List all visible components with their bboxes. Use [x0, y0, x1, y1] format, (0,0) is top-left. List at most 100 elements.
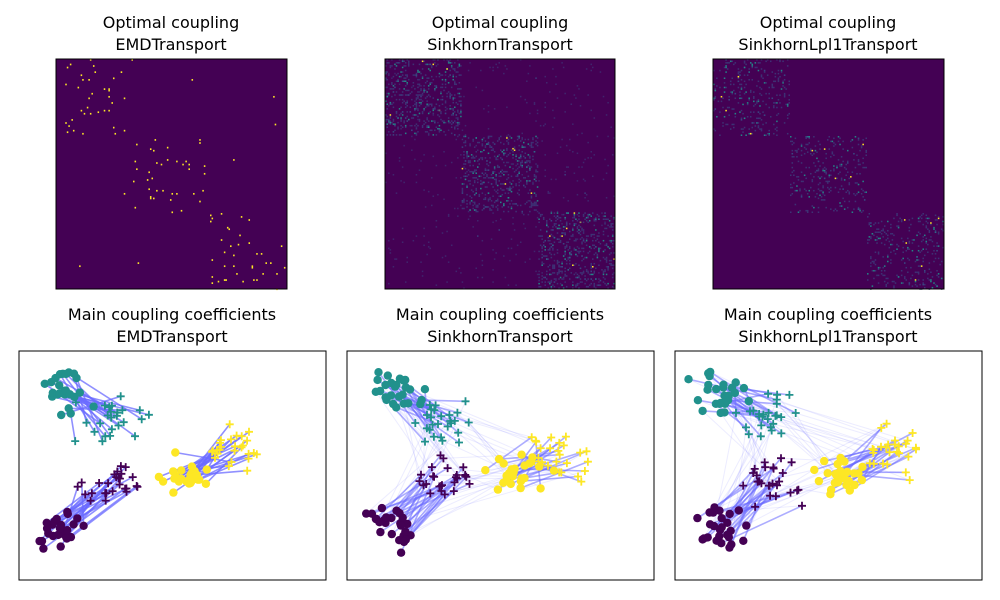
coupling-cell	[934, 283, 937, 286]
coupling-cell	[478, 193, 481, 196]
coupling-cell	[492, 206, 494, 208]
coupling-cell	[440, 74, 442, 76]
coupling-cell	[489, 66, 491, 69]
coupling-cell	[805, 136, 807, 138]
coupling-cell	[458, 134, 461, 136]
coupling-cell	[438, 105, 441, 107]
coupling-cell	[575, 97, 577, 99]
coupling-cell	[584, 266, 586, 268]
coupling-cell	[541, 250, 543, 253]
coupling-cell	[388, 92, 390, 95]
coupling-cell	[434, 120, 436, 122]
source-point	[73, 514, 82, 523]
target-point	[426, 489, 435, 498]
coupling-cell	[797, 211, 800, 213]
target-point	[87, 489, 96, 498]
coupling-cell	[588, 213, 591, 216]
coupling-cell	[510, 247, 513, 250]
coupling-cell	[808, 166, 811, 169]
coupling-cell	[823, 171, 826, 173]
coupling-cell	[590, 247, 592, 250]
coupling-cell	[484, 169, 487, 171]
coupling-cell	[857, 160, 860, 163]
coupling-cell	[553, 285, 556, 288]
coupling-cell	[925, 237, 928, 240]
coupling-cell	[608, 226, 611, 228]
coupling-cell	[421, 275, 424, 277]
coupling-cell	[283, 266, 286, 269]
coupling-cell	[826, 139, 829, 141]
coupling-cell	[555, 279, 557, 282]
coupling-cell	[757, 117, 760, 120]
coupling-cell	[432, 114, 435, 116]
coupling-cell	[576, 246, 579, 248]
coupling-cell	[549, 243, 551, 245]
coupling-cell	[790, 183, 792, 186]
coupling-cell	[908, 242, 911, 244]
coupling-cell	[544, 239, 546, 242]
coupling-cell	[902, 240, 904, 243]
coupling-cell	[888, 240, 891, 243]
coupling-cell	[454, 207, 456, 210]
coupling-cell	[582, 230, 585, 233]
coupling-cell	[449, 105, 451, 107]
coupling-cell	[524, 261, 527, 263]
coupling-cell	[449, 74, 451, 76]
coupling-cell	[516, 163, 519, 165]
target-point	[459, 463, 468, 472]
coupling-cell	[404, 132, 407, 135]
source-point	[723, 530, 732, 540]
coupling-cell	[460, 74, 462, 76]
coupling-cell	[746, 74, 749, 76]
coupling-cell	[513, 149, 516, 151]
coupling-cell	[524, 227, 527, 230]
coupling-cell	[435, 284, 438, 286]
coupling-cell	[401, 91, 404, 93]
coupling-cell	[573, 224, 576, 227]
coupling-cell	[503, 255, 505, 257]
coupling-cell	[572, 227, 574, 230]
coupling-cell	[437, 114, 439, 116]
coupling-cell	[420, 95, 422, 98]
coupling-cell	[613, 239, 615, 242]
coupling-cell	[893, 285, 895, 287]
coupling-cell	[776, 94, 778, 96]
coupling-cell	[483, 207, 485, 210]
coupling-cell	[749, 91, 752, 93]
coupling-cell	[440, 112, 442, 115]
source-point	[56, 542, 65, 551]
coupling-cell	[490, 146, 493, 148]
target-point	[121, 484, 130, 493]
coupling-cell	[611, 235, 614, 237]
coupling-cell	[825, 206, 827, 209]
coupling-cell	[839, 205, 841, 207]
coupling-cell	[489, 135, 491, 138]
coupling-cell	[745, 83, 747, 86]
coupling-cell	[590, 157, 592, 159]
coupling-cell	[850, 140, 852, 143]
coupling-cell	[434, 108, 436, 110]
coupling-cell	[558, 266, 560, 268]
coupling-cell	[423, 244, 425, 247]
coupling-cell	[473, 180, 476, 182]
coupling-cell	[564, 275, 566, 277]
coupling-cell	[573, 94, 576, 96]
coupling-cell	[427, 103, 430, 105]
coupling-cell	[470, 189, 473, 191]
coupling-cell	[839, 202, 841, 204]
coupling-cell	[392, 134, 395, 136]
coupling-cell	[759, 112, 761, 115]
coupling-cell	[481, 138, 484, 141]
coupling-cell	[751, 65, 754, 67]
coupling-cell	[398, 75, 401, 78]
coupling-cell	[467, 160, 470, 162]
coupling-cell	[408, 78, 410, 81]
coupling-cell	[760, 68, 763, 70]
coupling-cell	[466, 200, 468, 202]
coupling-cell	[487, 143, 490, 145]
panel-2-subtitle: SinkhornTransport	[427, 35, 572, 54]
coupling-cell	[564, 92, 566, 95]
coupling-cell	[450, 244, 453, 247]
coupling-cell	[460, 204, 462, 207]
coupling-cell	[475, 192, 477, 194]
